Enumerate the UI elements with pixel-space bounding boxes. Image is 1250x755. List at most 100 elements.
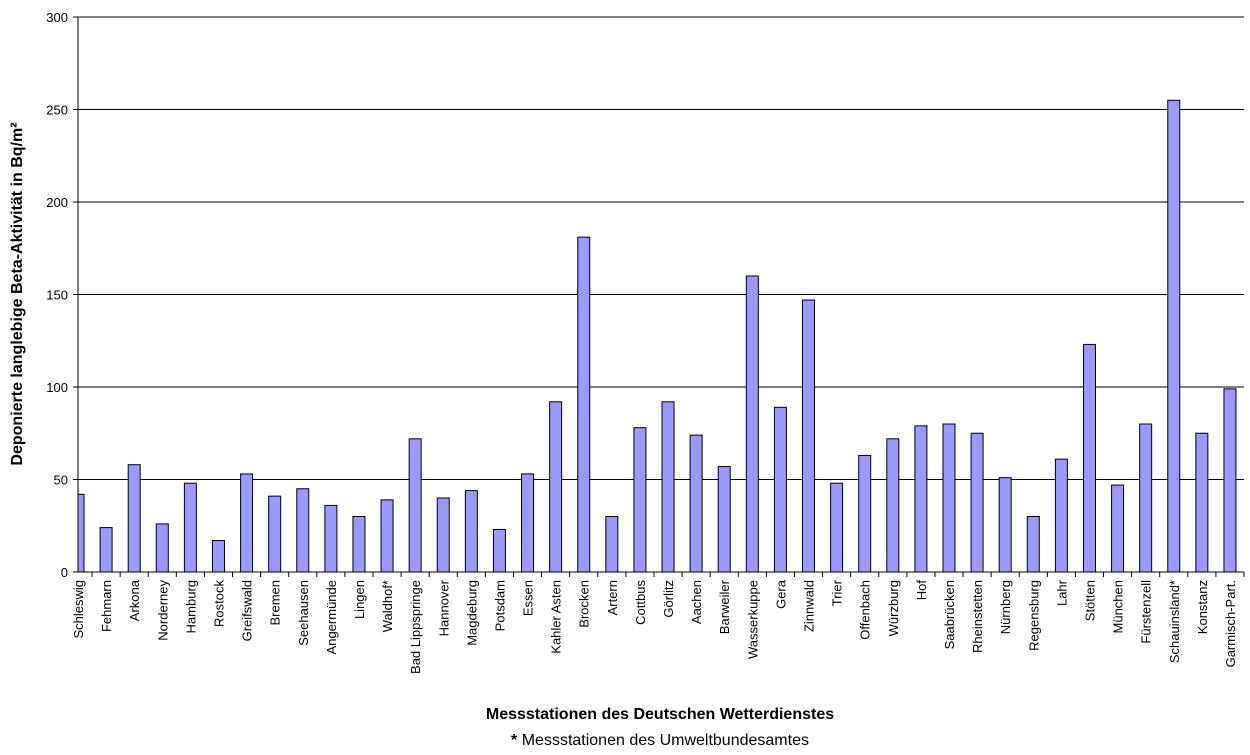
x-tick-label: Waldhof* — [380, 580, 395, 632]
bar — [155, 523, 169, 573]
bar — [268, 495, 282, 573]
x-tick-label: Norderney — [155, 580, 170, 641]
bar — [773, 406, 787, 573]
x-tick-label: Stötten — [1082, 580, 1097, 621]
x-tick-label: Angermünde — [324, 580, 339, 654]
bar — [1111, 484, 1125, 573]
x-tick-label: Rheinstetten — [970, 580, 985, 653]
bar — [830, 482, 844, 573]
x-tick-label: Görlitz — [661, 580, 676, 618]
bar — [1026, 516, 1040, 573]
y-tick-label: 250 — [46, 103, 68, 118]
bar — [492, 528, 506, 573]
bar-series — [77, 99, 1237, 573]
bar — [689, 434, 703, 573]
bar — [211, 540, 225, 573]
bar — [914, 425, 928, 573]
bar — [745, 275, 759, 573]
x-tick-label: Rostock — [211, 580, 226, 627]
x-tick-label: Arkona — [127, 579, 142, 621]
bar — [717, 466, 731, 573]
x-tick-labels: Schleswig Fehmarn Arkona Norderney Hamburg Ro… — [71, 579, 1238, 674]
y-tick-label: 50 — [54, 473, 68, 488]
x-axis-label: Messstationen des Deutschen Wetterdienst… — [486, 706, 834, 723]
bar — [942, 423, 956, 573]
bar — [605, 516, 619, 573]
x-tick-label: Schauinsland* — [1167, 580, 1182, 663]
x-tick-label: Barweiler — [717, 579, 732, 634]
y-tick-label: 150 — [46, 288, 68, 303]
bar — [886, 438, 900, 573]
bar — [1054, 458, 1068, 573]
x-tick-label: München — [1111, 580, 1126, 633]
axes — [73, 16, 1245, 577]
bar — [296, 488, 310, 573]
x-tick-label: Lahr — [1054, 579, 1069, 606]
x-tick-label: Saabrücken — [942, 580, 957, 649]
footnote: * Messstationen des Umweltbundesamtes — [511, 732, 809, 749]
x-tick-label: Hannover — [436, 579, 451, 636]
bar — [464, 490, 478, 573]
bar — [661, 401, 675, 573]
x-tick-label: Konstanz — [1195, 580, 1210, 634]
bar — [802, 299, 816, 573]
x-tick-label: Offenbach — [858, 580, 873, 640]
bar — [99, 527, 113, 573]
x-tick-label: Schleswig — [71, 580, 86, 639]
x-tick-label: Regensburg — [1026, 580, 1041, 651]
y-tick-label: 0 — [61, 565, 68, 580]
y-tick-label: 300 — [46, 10, 68, 25]
bar — [380, 499, 394, 573]
x-tick-label: Kahler Asten — [549, 580, 564, 654]
x-tick-label: Aachen — [689, 580, 704, 624]
y-tick-labels: 0 50 100 150 200 250 300 — [46, 10, 68, 580]
x-tick-label: Bremen — [268, 580, 283, 626]
bar — [970, 432, 984, 573]
bar — [1223, 388, 1237, 573]
x-tick-label: Essen — [521, 580, 536, 616]
x-tick-label: Brocken — [577, 580, 592, 628]
x-tick-label: Bad Lippspringe — [408, 580, 423, 674]
x-tick-label: Hof — [914, 580, 929, 601]
y-tick-label: 100 — [46, 380, 68, 395]
bar — [77, 493, 85, 573]
bar — [352, 516, 366, 573]
y-axis-label: Deponierte langlebige Beta-Aktivität in … — [9, 122, 26, 465]
bar — [240, 473, 254, 573]
footnote-text: Messstationen des Umweltbundesamtes — [517, 732, 809, 749]
bar — [183, 482, 197, 573]
bar — [577, 236, 591, 573]
x-tick-label: Fürstenzell — [1139, 580, 1154, 644]
x-tick-label: Cottbus — [633, 580, 648, 625]
bar — [1082, 343, 1096, 573]
x-tick-label: Zinnwald — [802, 580, 817, 632]
bar — [324, 504, 338, 573]
x-tick-label: Hamburg — [183, 580, 198, 633]
bar — [858, 454, 872, 573]
x-tick-label: Artern — [605, 580, 620, 615]
x-tick-label: Magdeburg — [464, 580, 479, 646]
x-tick-label: Garmisch-Part. — [1223, 580, 1238, 667]
bar — [998, 477, 1012, 573]
footnote-star: * — [511, 732, 518, 749]
x-tick-label: Gera — [773, 579, 788, 609]
y-tick-label: 200 — [46, 195, 68, 210]
x-tick-label: Wasserkuppe — [745, 580, 760, 659]
x-tick-label: Trier — [830, 579, 845, 606]
bar — [1167, 99, 1181, 573]
bar — [1195, 432, 1209, 573]
bar — [549, 401, 563, 573]
x-tick-label: Würzburg — [886, 580, 901, 636]
x-tick-label: Nürnberg — [998, 580, 1013, 634]
bar — [633, 427, 647, 573]
x-tick-label: Lingen — [352, 580, 367, 619]
bar — [436, 497, 450, 573]
x-tick-label: Fehmarn — [99, 580, 114, 632]
bar — [521, 473, 535, 573]
x-tick-label: Greifswald — [240, 580, 255, 641]
bar — [1139, 423, 1153, 573]
bar — [127, 464, 141, 573]
x-tick-label: Potsdam — [492, 580, 507, 631]
bar — [408, 438, 422, 573]
